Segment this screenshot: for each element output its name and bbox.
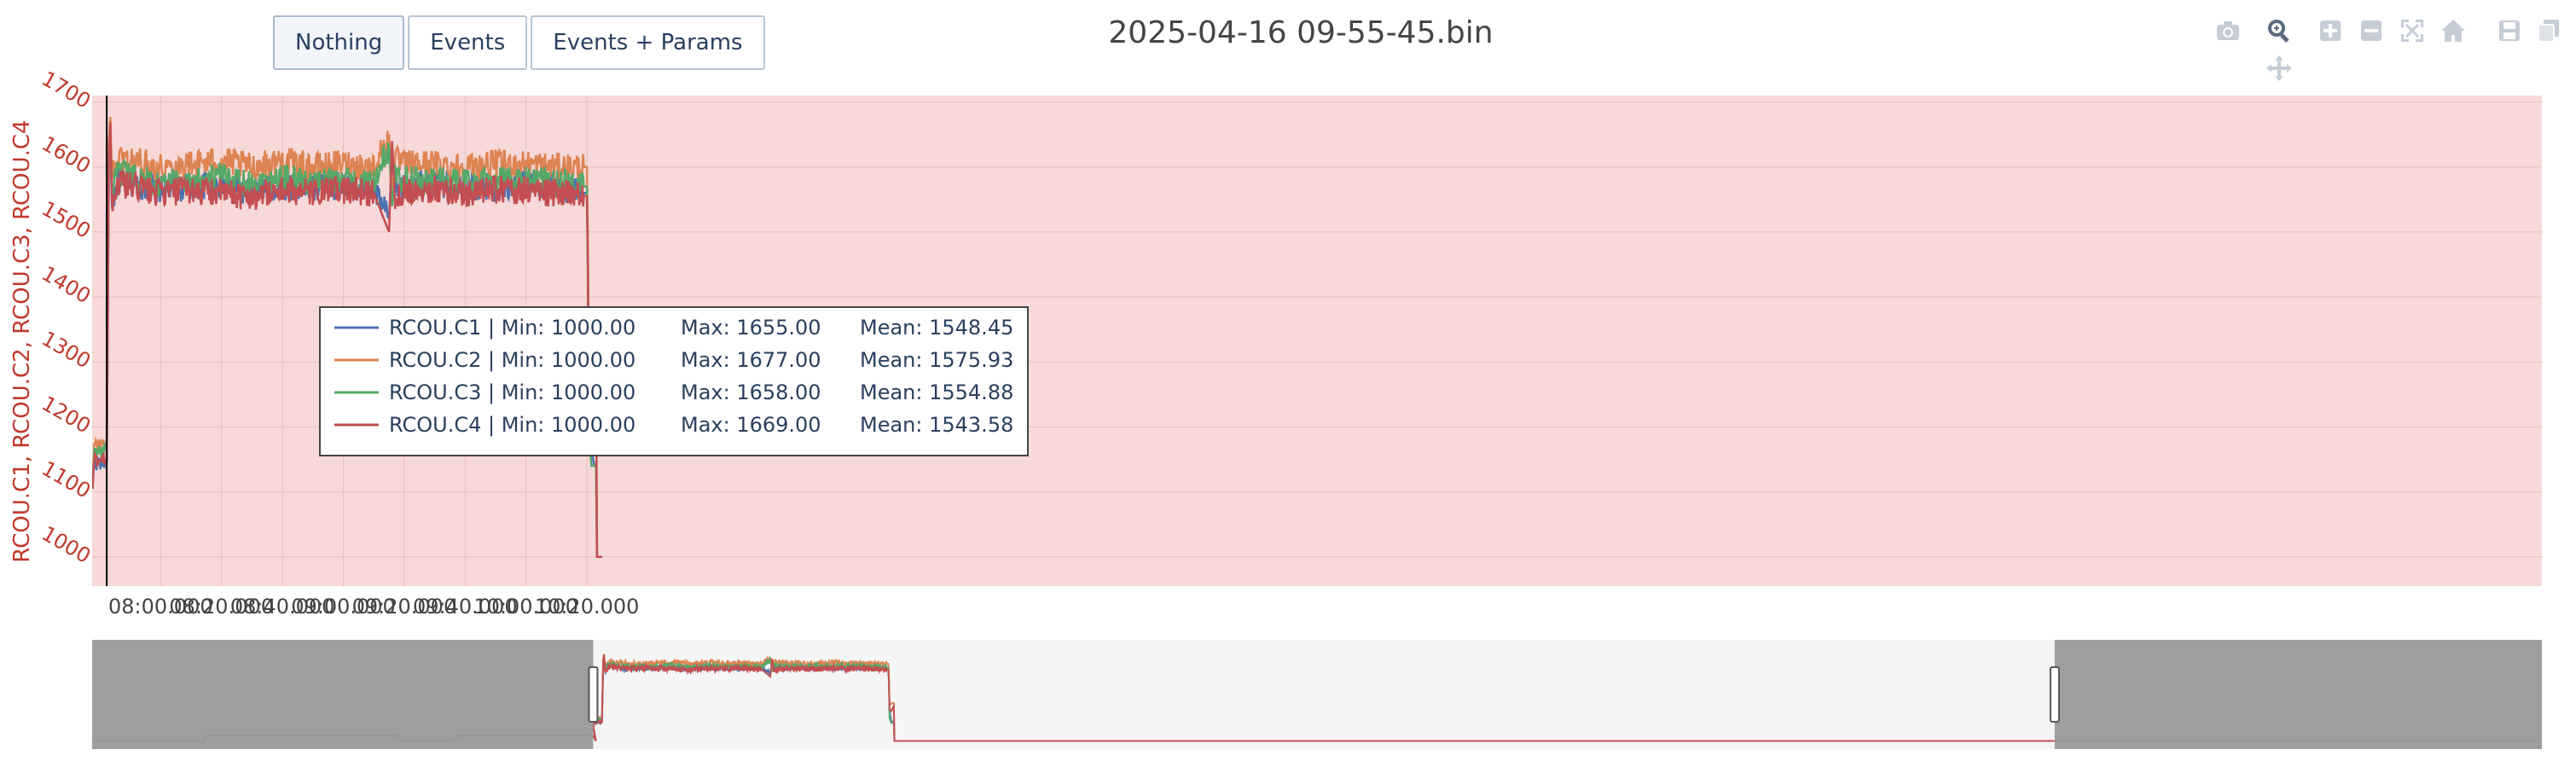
legend-item-mean: Mean: 1575.93 <box>860 348 1013 372</box>
nothing-button[interactable]: Nothing <box>273 15 405 70</box>
legend-item-mean: Mean: 1554.88 <box>860 380 1013 404</box>
y-tick-label: 1200 <box>38 392 95 439</box>
x-tick-label: 09:20.000 <box>352 595 457 619</box>
x-tick-label: 08:00.000 <box>108 595 213 619</box>
y-axis-label: RCOU.C1, RCOU.C2, RCOU.C3, RCOU.C4 <box>9 119 35 562</box>
range-slider[interactable] <box>92 640 2542 749</box>
y-tick-label: 1500 <box>38 196 95 243</box>
range-slider-mask-left <box>92 640 594 749</box>
x-tick-label: 08:20.000 <box>169 595 274 619</box>
x-tick-label: 10:20.000 <box>535 595 640 619</box>
legend-item-max: Max: 1677.00 <box>681 348 821 372</box>
camera-icon[interactable] <box>2209 12 2247 49</box>
y-tick-label: 1100 <box>38 456 95 503</box>
save-icon[interactable] <box>2491 12 2528 49</box>
legend-item-mean: Mean: 1543.58 <box>860 413 1013 437</box>
legend-item-label: RCOU.C4 | Min: 1000.00 <box>389 413 635 437</box>
x-tick-label: 09:00.000 <box>291 595 396 619</box>
legend-item-label: RCOU.C1 | Min: 1000.00 <box>389 316 635 340</box>
range-slider-mask-right <box>2054 640 2542 749</box>
modebar <box>2209 12 2576 81</box>
x-axis-ticks: 08:00.00008:20.00008:40.00009:00.00009:2… <box>108 595 639 619</box>
home-icon[interactable] <box>2434 12 2472 49</box>
y-axis-ticks: 1000 1100 1200 1300 1400 1500 1600 1700 <box>38 67 95 568</box>
mode-button-group: Nothing Events Events + Params <box>273 15 765 70</box>
series-line-rcou-c4 <box>92 122 602 558</box>
y-tick-label: 1300 <box>38 327 95 374</box>
y-tick-label: 1700 <box>38 67 95 113</box>
legend-item-mean: Mean: 1548.45 <box>860 316 1013 340</box>
legend-item-label: RCOU.C3 | Min: 1000.00 <box>389 380 635 404</box>
x-tick-label: 09:40.000 <box>413 595 518 619</box>
events-button[interactable]: Events <box>408 15 528 70</box>
series-lines <box>92 117 602 558</box>
range-slider-handle-right[interactable] <box>2049 666 2060 723</box>
slider-line-rcou-c4 <box>92 654 2542 742</box>
zoom-icon[interactable] <box>2260 12 2298 49</box>
legend-item-max: Max: 1669.00 <box>681 413 821 437</box>
autoscale-icon[interactable] <box>2393 12 2431 49</box>
zoom-in-icon[interactable] <box>2312 12 2349 49</box>
y-tick-label: 1600 <box>38 131 95 178</box>
range-slider-handle-left[interactable] <box>588 666 599 723</box>
legend-item-max: Max: 1655.00 <box>681 316 821 340</box>
y-tick-label: 1000 <box>38 521 95 568</box>
zoom-out-icon[interactable] <box>2353 12 2390 49</box>
legend-item-label: RCOU.C2 | Min: 1000.00 <box>389 348 635 372</box>
x-tick-label: 08:40.000 <box>230 595 335 619</box>
legend: RCOU.C1 | Min: 1000.00 Max: 1655.00 Mean: … <box>319 306 1029 456</box>
events-params-button[interactable]: Events + Params <box>531 15 765 70</box>
chart-title: 2025-04-16 09-55-45.bin <box>1108 15 1494 50</box>
x-tick-label: 10:00.000 <box>473 595 578 619</box>
y-tick-label: 1400 <box>38 262 95 309</box>
copy-icon[interactable] <box>2530 12 2567 49</box>
legend-item-max: Max: 1658.00 <box>681 380 821 404</box>
pan-icon[interactable] <box>2260 49 2298 87</box>
